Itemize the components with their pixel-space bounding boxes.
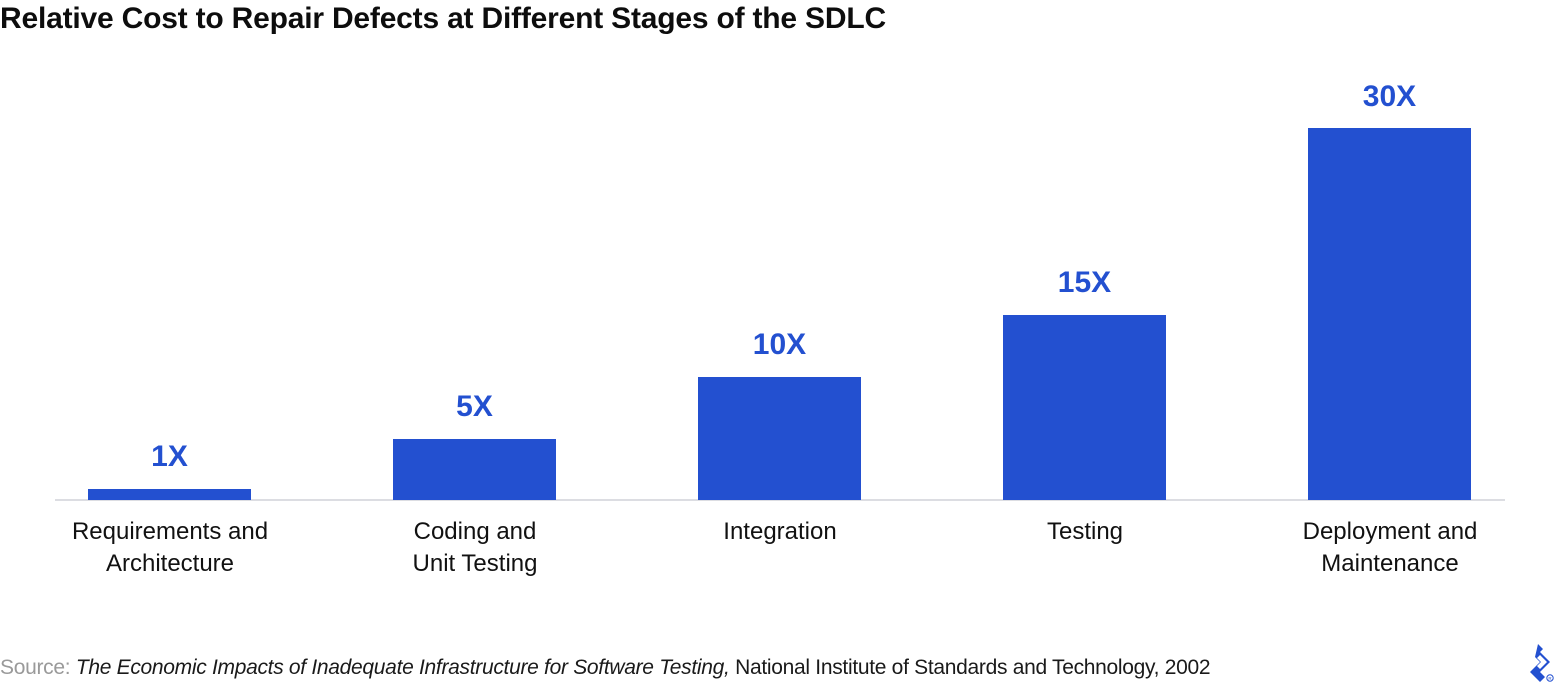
category-label: Testing xyxy=(1046,518,1124,545)
category-label: Integration xyxy=(723,518,837,545)
svg-text:R: R xyxy=(1548,676,1552,681)
toptal-logo-icon: R xyxy=(1528,642,1560,684)
bar-value-label: 1X xyxy=(151,440,188,473)
category-label: Coding and Unit Testing xyxy=(412,518,538,577)
source-publisher: National Institute of Standards and Tech… xyxy=(729,656,1211,679)
bar-integration xyxy=(698,377,861,500)
bar-value-label: 5X xyxy=(456,390,493,423)
bar-coding xyxy=(393,439,556,500)
bar-value-label: 30X xyxy=(1362,80,1417,113)
category-label: Requirements and Architecture xyxy=(71,518,269,577)
bar-testing xyxy=(1003,315,1166,500)
bar-value-label: 15X xyxy=(1057,266,1112,299)
bar-deployment xyxy=(1308,128,1471,500)
bar-value-label: 10X xyxy=(752,328,807,361)
source-title: The Economic Impacts of Inadequate Infra… xyxy=(75,656,730,679)
chart-title: Relative Cost to Repair Defects at Diffe… xyxy=(0,2,886,35)
source-citation: Source: The Economic Impacts of Inadequa… xyxy=(0,656,1211,680)
source-prefix: Source: xyxy=(0,656,76,679)
bar-requirements xyxy=(88,489,251,500)
category-label: Deployment and Maintenance xyxy=(1302,518,1478,577)
x-axis-line xyxy=(55,499,1505,501)
